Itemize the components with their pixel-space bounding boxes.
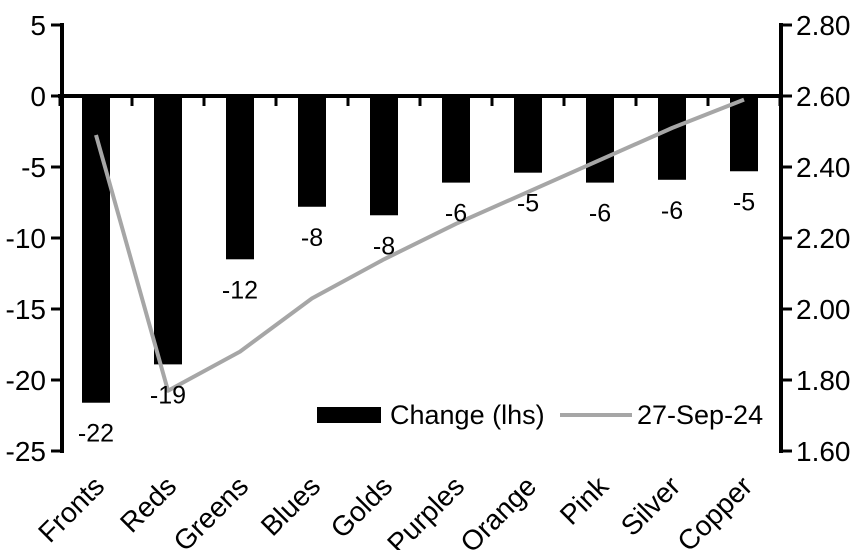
right-axis-tick-label: 2.00 [796, 294, 851, 325]
bar-greens [226, 96, 254, 260]
left-axis-tick-label: 5 [30, 10, 46, 41]
right-axis-tick-label: 2.80 [796, 10, 851, 41]
category-label-blues: Blues [255, 470, 326, 541]
bar-orange [514, 96, 542, 173]
right-axis-tick-label: 2.60 [796, 81, 851, 112]
left-axis-tick-label: -20 [6, 365, 46, 396]
x-axis [58, 94, 782, 106]
bar-copper [730, 96, 758, 172]
left-axis-tick-label: -5 [21, 152, 46, 183]
category-label-fronts: Fronts [32, 470, 110, 548]
bar-golds [370, 96, 398, 216]
left-axis-tick-label: -25 [6, 436, 46, 467]
bar-value-label: -6 [589, 200, 611, 228]
left-axis-tick-label: -15 [6, 294, 46, 325]
bar-pink [586, 96, 614, 183]
bar-value-label: -22 [78, 420, 114, 448]
bar-blues [298, 96, 326, 207]
bar-reds [154, 96, 182, 365]
category-label-copper: Copper [671, 470, 758, 550]
bar-fronts [82, 96, 110, 403]
bar-value-label: -5 [517, 190, 539, 218]
legend: Change (lhs) 27-Sep-24 [317, 400, 763, 430]
bar-value-label: -8 [301, 224, 323, 252]
y-axis-right: 2.80 2.60 2.40 2.20 2.00 1.80 1.60 [779, 10, 851, 467]
category-label-pink: Pink [554, 470, 615, 531]
legend-bar-swatch [317, 407, 381, 423]
right-axis-tick-label: 2.20 [796, 223, 851, 254]
bar-value-label: -12 [222, 276, 258, 304]
left-axis-tick-label: 0 [30, 81, 46, 112]
series-line [94, 97, 745, 393]
bar-value-label: -6 [445, 200, 467, 228]
right-axis-tick-label: 2.40 [796, 152, 851, 183]
left-axis-tick-label: -10 [6, 223, 46, 254]
right-axis-tick-label: 1.60 [796, 436, 851, 467]
bar-value-label: -19 [150, 381, 186, 409]
line-series [94, 97, 745, 393]
category-label-orange: Orange [454, 470, 542, 550]
bar-value-label: -8 [373, 232, 395, 260]
bar-value-label: -5 [733, 188, 755, 216]
legend-line-label: 27-Sep-24 [637, 400, 763, 430]
right-axis-tick-label: 1.80 [796, 365, 851, 396]
legend-bar-label: Change (lhs) [390, 400, 545, 430]
category-label-reds: Reds [114, 470, 182, 538]
category-label-greens: Greens [167, 470, 254, 550]
bars-group [82, 96, 758, 403]
y-axis-left: 5 0 -5 -10 -15 -20 -25 [6, 10, 64, 467]
data-labels: -22 -19 -12 -8 -8 -6 -5 -6 -6 -5 [78, 188, 755, 447]
bar-value-label: -6 [661, 197, 683, 225]
bar-purples [442, 96, 470, 183]
bar-silver [658, 96, 686, 180]
